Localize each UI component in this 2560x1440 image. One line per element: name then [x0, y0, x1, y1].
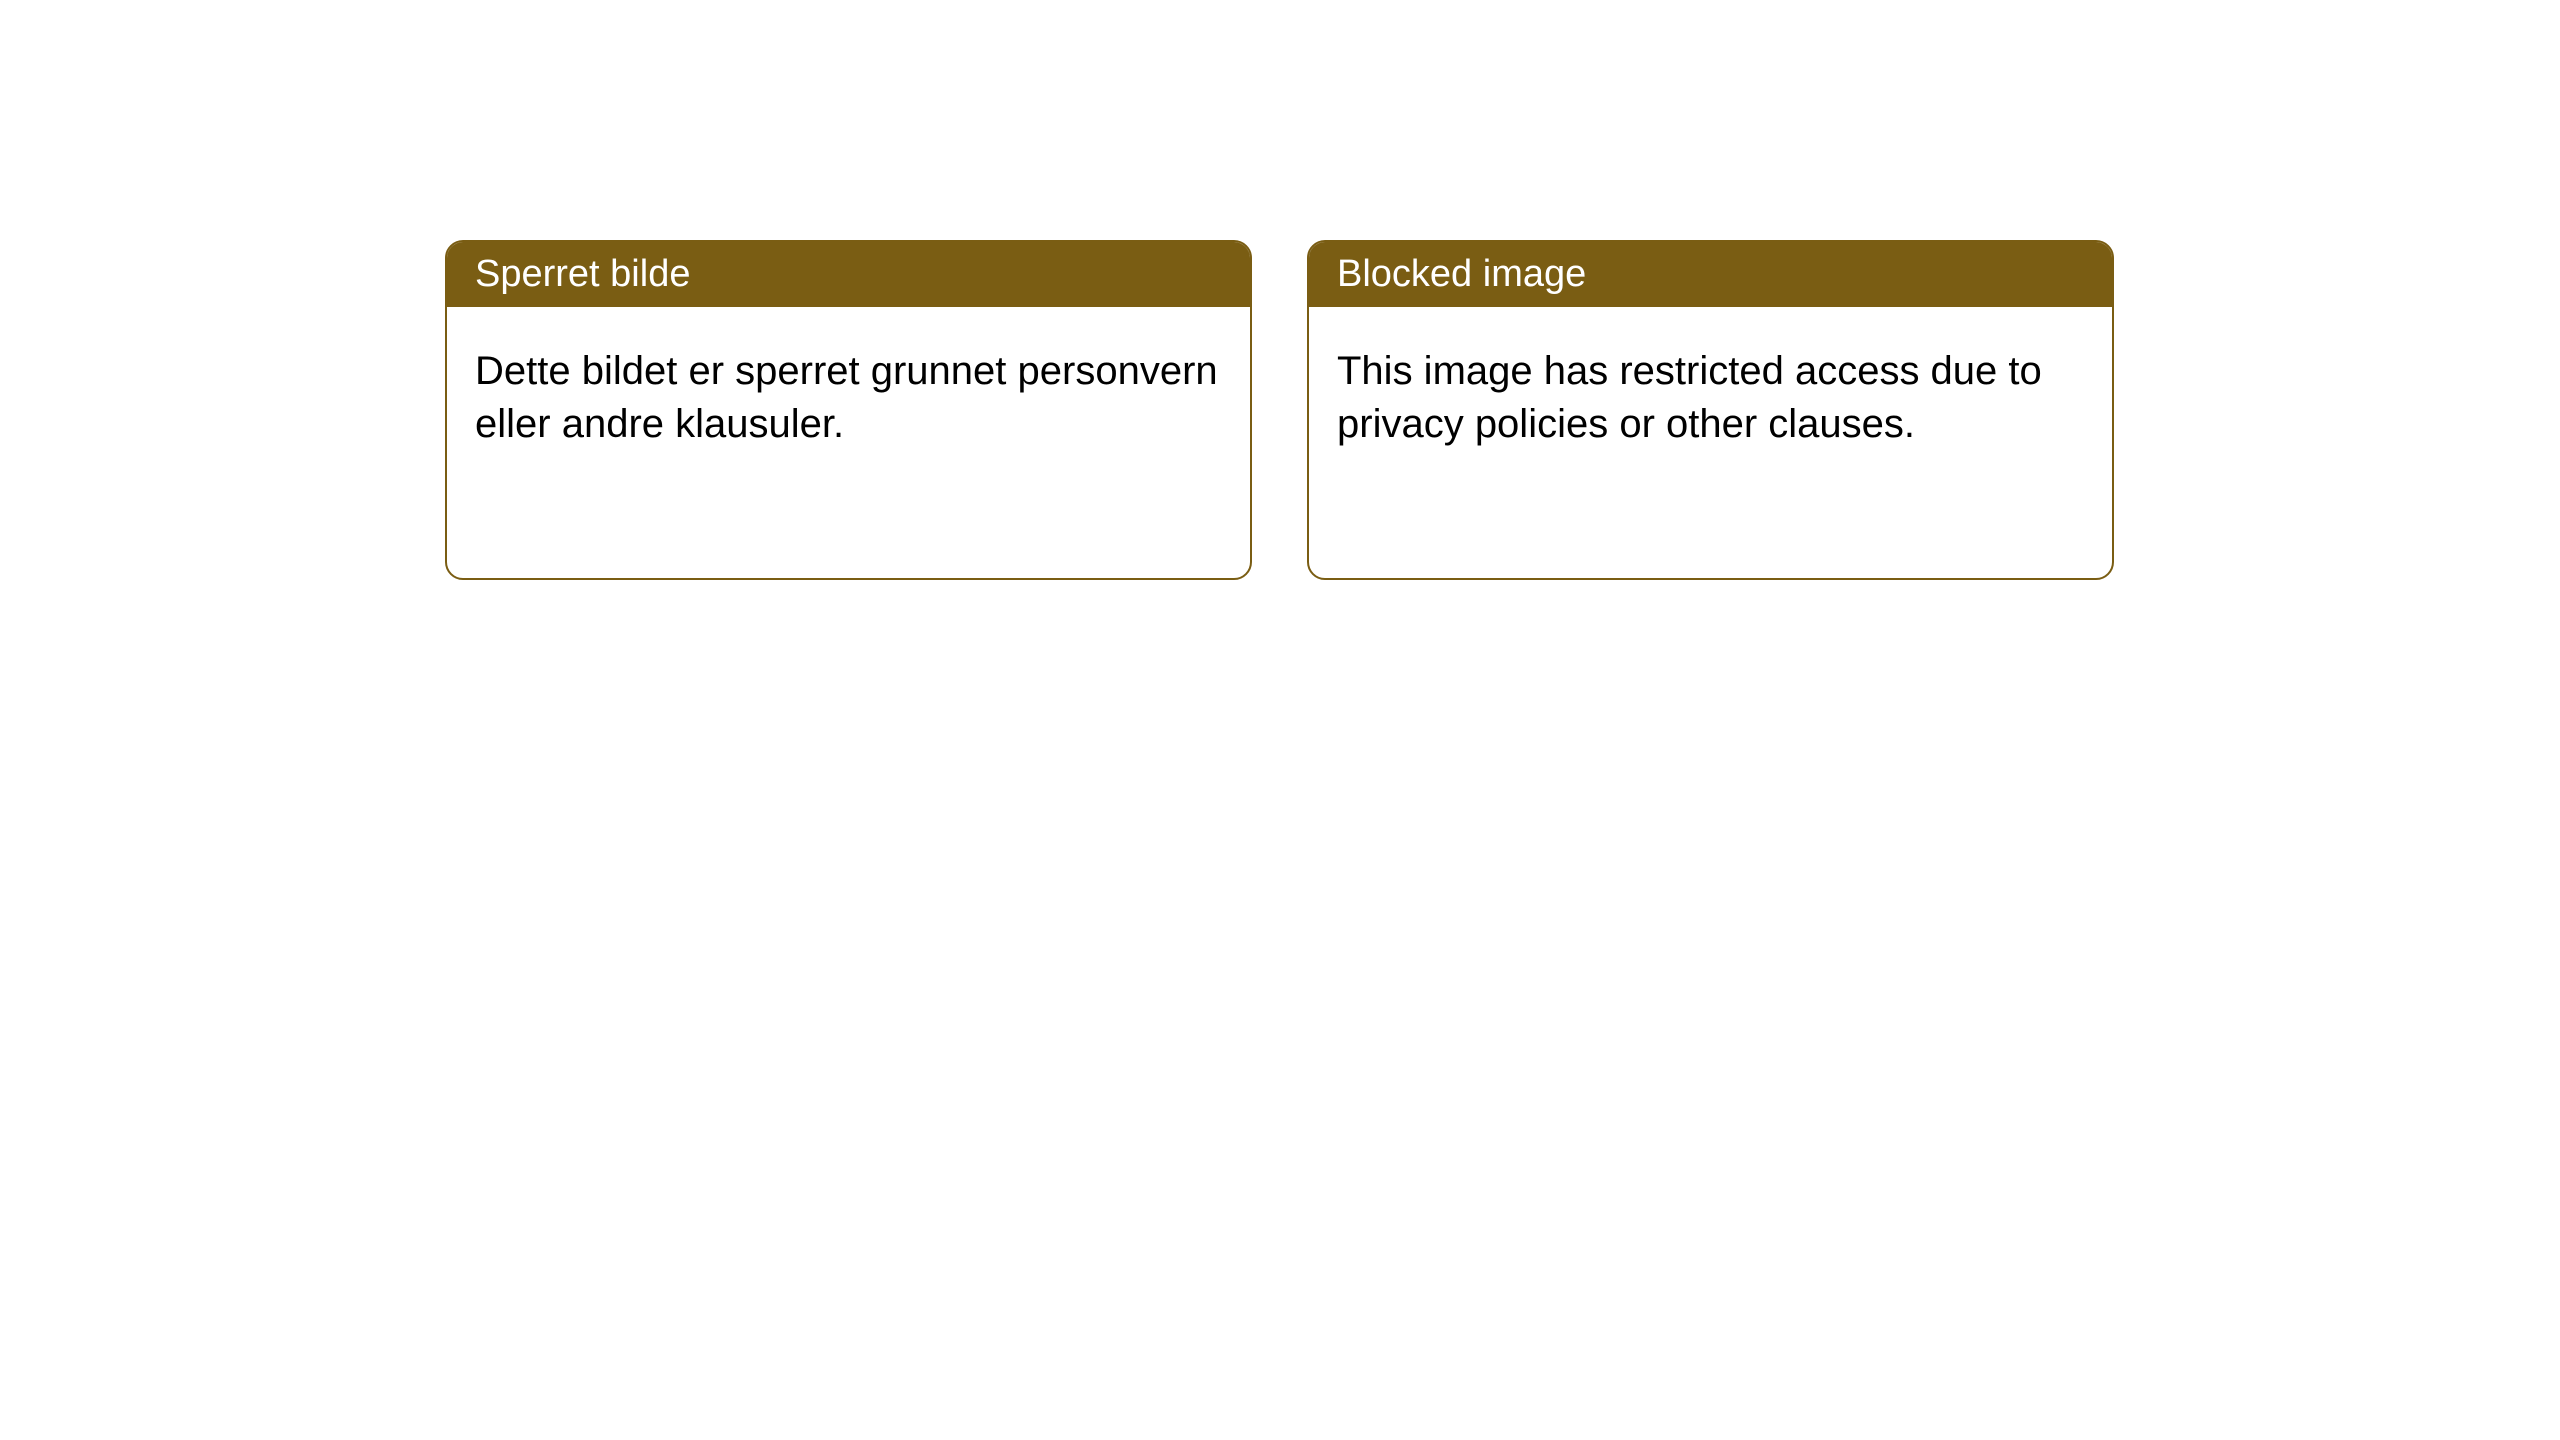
notice-text-english: This image has restricted access due to …	[1337, 349, 2042, 446]
notice-card-english: Blocked image This image has restricted …	[1307, 240, 2114, 580]
notice-container: Sperret bilde Dette bildet er sperret gr…	[0, 0, 2560, 580]
notice-card-norwegian: Sperret bilde Dette bildet er sperret gr…	[445, 240, 1252, 580]
notice-title-norwegian: Sperret bilde	[475, 253, 690, 295]
notice-header-english: Blocked image	[1309, 242, 2112, 307]
notice-title-english: Blocked image	[1337, 253, 1586, 295]
notice-body-norwegian: Dette bildet er sperret grunnet personve…	[447, 307, 1250, 489]
notice-header-norwegian: Sperret bilde	[447, 242, 1250, 307]
notice-text-norwegian: Dette bildet er sperret grunnet personve…	[475, 349, 1218, 446]
notice-body-english: This image has restricted access due to …	[1309, 307, 2112, 489]
